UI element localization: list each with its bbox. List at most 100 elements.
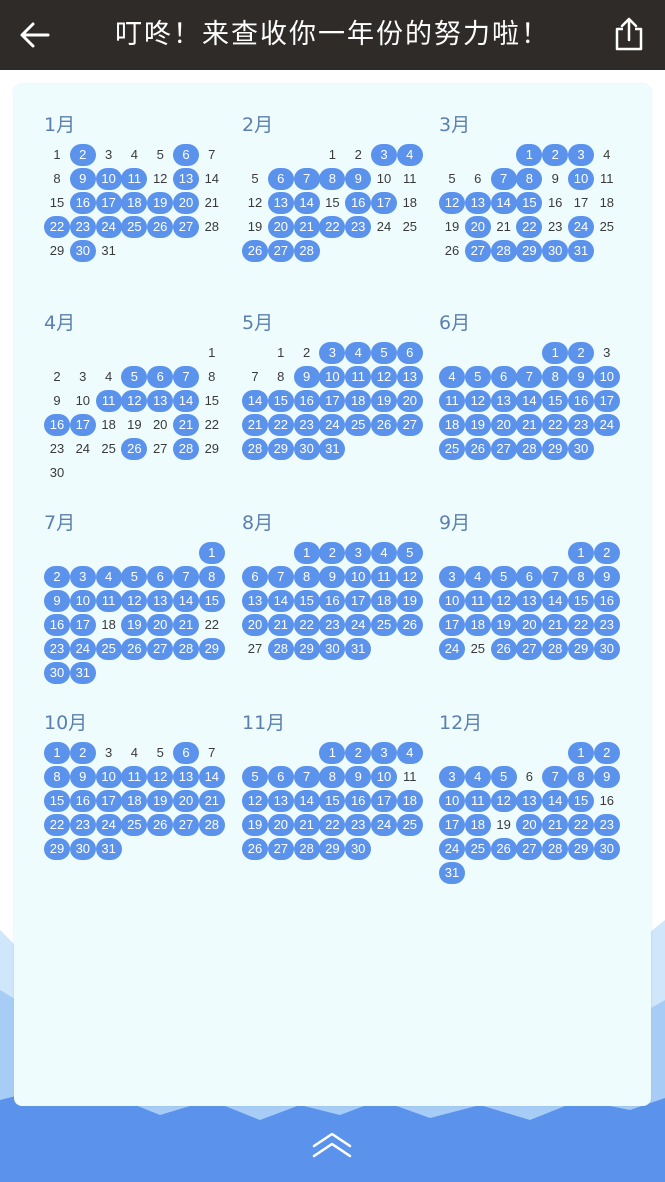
day-checked: 30 (542, 240, 568, 262)
day-checked: 25 (371, 614, 397, 636)
arrow-left-icon (18, 18, 52, 52)
day-checked: 23 (319, 614, 345, 636)
month-days: 1 2 3 4 5 6 7 8 9 10 11 12 13 14 15 16 17 18 19 20 21 22 23 24 2… (242, 542, 424, 692)
day-checked: 14 (173, 590, 199, 612)
day-checked: 26 (397, 614, 423, 636)
day-checked: 16 (294, 390, 320, 412)
day-checked: 29 (542, 438, 568, 460)
day-checked: 15 (568, 790, 594, 812)
day-checked: 17 (319, 390, 345, 412)
day-unchecked: 20 (147, 414, 173, 436)
day-checked: 14 (173, 390, 199, 412)
day-unchecked: 18 (594, 192, 620, 214)
day-checked: 11 (96, 390, 122, 412)
day-checked: 11 (121, 168, 147, 190)
day-checked: 23 (594, 814, 620, 836)
month-days: 1 2 3 4 5 6 7 8 9 10 11 12 13 14 15 16 17 18 19 20 21 22 23 24 2… (44, 342, 226, 492)
share-button[interactable] (612, 16, 646, 52)
day-checked: 30 (70, 240, 96, 262)
day-checked: 5 (491, 566, 517, 588)
day-checked: 11 (371, 566, 397, 588)
day-checked: 25 (121, 814, 147, 836)
month-title: 4月 (44, 308, 75, 338)
day-unchecked: 7 (199, 742, 225, 764)
day-checked: 2 (568, 342, 594, 364)
day-checked: 7 (491, 168, 517, 190)
month-days: 1 2 3 4 5 6 7 8 9 10 11 12 13 14 15 16 17 18 19 20 21 22 23 24 2… (439, 144, 621, 294)
day-checked: 8 (199, 566, 225, 588)
day-checked: 22 (516, 216, 542, 238)
day-checked: 24 (439, 638, 465, 660)
day-checked: 13 (491, 390, 517, 412)
back-button[interactable] (18, 18, 52, 52)
day-checked: 27 (173, 814, 199, 836)
day-checked: 14 (542, 590, 568, 612)
month-days: 1 2 3 4 5 6 7 8 9 10 11 12 13 14 15 16 17 18 19 20 21 22 23 24 2… (439, 342, 621, 492)
day-checked: 15 (542, 390, 568, 412)
day-checked: 13 (397, 366, 423, 388)
day-checked: 30 (319, 638, 345, 660)
day-checked: 17 (96, 192, 122, 214)
day-checked: 19 (121, 614, 147, 636)
day-checked: 6 (516, 566, 542, 588)
day-checked: 4 (397, 742, 423, 764)
day-unchecked: 23 (542, 216, 568, 238)
day-checked: 16 (70, 192, 96, 214)
day-checked: 25 (439, 438, 465, 460)
day-checked: 13 (173, 168, 199, 190)
day-checked: 14 (491, 192, 517, 214)
day-checked: 26 (147, 814, 173, 836)
day-checked: 24 (439, 838, 465, 860)
day-checked: 3 (568, 144, 594, 166)
day-checked: 7 (173, 366, 199, 388)
day-checked: 28 (516, 438, 542, 460)
day-unchecked: 29 (44, 240, 70, 262)
day-unchecked: 23 (44, 438, 70, 460)
day-checked: 20 (173, 790, 199, 812)
day-checked: 16 (319, 590, 345, 612)
day-checked: 2 (594, 542, 620, 564)
day-checked: 1 (568, 542, 594, 564)
month-title: 8月 (242, 508, 273, 538)
day-checked: 20 (242, 614, 268, 636)
day-checked: 23 (294, 414, 320, 436)
day-checked: 24 (96, 216, 122, 238)
day-unchecked: 15 (44, 192, 70, 214)
day-checked: 24 (345, 614, 371, 636)
day-unchecked: 2 (44, 366, 70, 388)
day-checked: 28 (173, 438, 199, 460)
day-checked: 10 (96, 766, 122, 788)
day-checked: 13 (268, 790, 294, 812)
day-checked: 27 (491, 438, 517, 460)
day-checked: 26 (371, 414, 397, 436)
day-checked: 10 (371, 766, 397, 788)
day-checked: 18 (345, 390, 371, 412)
scroll-up-button[interactable] (308, 1124, 356, 1164)
day-checked: 9 (70, 168, 96, 190)
day-checked: 13 (516, 790, 542, 812)
day-unchecked: 7 (242, 366, 268, 388)
day-checked: 1 (542, 342, 568, 364)
day-unchecked: 1 (199, 342, 225, 364)
day-checked: 27 (173, 216, 199, 238)
day-checked: 20 (516, 814, 542, 836)
day-checked: 12 (147, 766, 173, 788)
day-checked: 28 (199, 814, 225, 836)
day-checked: 13 (173, 766, 199, 788)
day-checked: 12 (371, 366, 397, 388)
day-checked: 23 (594, 614, 620, 636)
day-checked: 13 (147, 590, 173, 612)
day-checked: 26 (121, 638, 147, 660)
month-title: 10月 (44, 708, 87, 738)
day-checked: 6 (147, 566, 173, 588)
day-checked: 28 (491, 240, 517, 262)
day-checked: 17 (439, 814, 465, 836)
day-checked: 1 (44, 742, 70, 764)
day-checked: 4 (465, 766, 491, 788)
day-checked: 16 (345, 790, 371, 812)
month-title: 11月 (242, 708, 285, 738)
day-checked: 4 (371, 542, 397, 564)
month-days: 1 2 3 4 5 6 7 8 9 10 11 12 13 14 15 16 17 18 19 20 21 22 23 24 2… (242, 342, 424, 492)
day-checked: 8 (568, 566, 594, 588)
day-unchecked: 3 (70, 366, 96, 388)
